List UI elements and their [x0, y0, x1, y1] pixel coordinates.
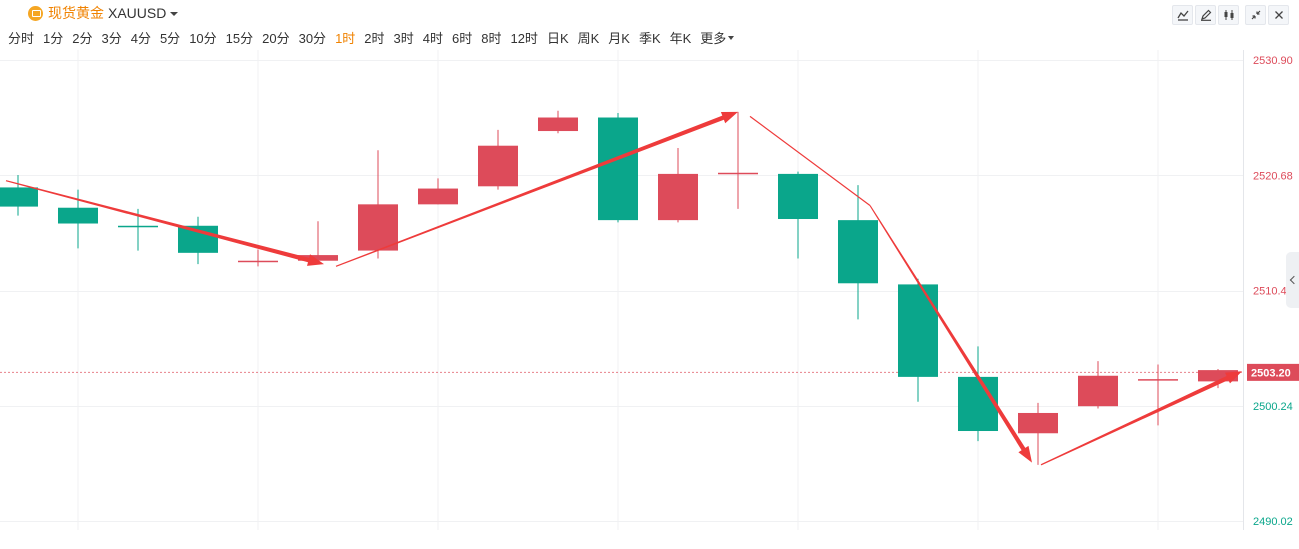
collapse-icon [1251, 10, 1260, 20]
period-tab[interactable]: 30分 [298, 30, 327, 46]
trend-arrow [335, 111, 738, 267]
candle-body[interactable] [598, 117, 638, 221]
period-tab[interactable]: 20分 [262, 30, 290, 46]
close-button[interactable] [1268, 5, 1289, 25]
symbol-name: 现货黄金 [48, 5, 104, 21]
draw-line-button[interactable] [1172, 5, 1193, 25]
candle-body[interactable] [778, 173, 818, 220]
period-tab[interactable]: 8时 [481, 30, 502, 46]
chart-header: 现货黄金 XAUUSD [0, 0, 1299, 26]
candlestick-icon [1224, 10, 1233, 20]
draw-line-icon [1176, 10, 1189, 21]
chevron-left-icon [1289, 275, 1299, 285]
last-price-tag [1247, 363, 1299, 381]
candle-body[interactable] [838, 220, 878, 284]
gold-coin-icon [28, 5, 43, 21]
period-tab[interactable]: 周K [577, 30, 600, 46]
last-price-label: 2503.20 [1251, 367, 1291, 379]
candle-body[interactable] [1198, 370, 1238, 382]
more-periods-label: 更多 [700, 30, 727, 46]
symbol-selector[interactable]: 现货黄金 XAUUSD [28, 3, 179, 23]
period-tabs: 分时 1分 2分 3分 4分 5分 10分 15分 20分 30分 1时 2时 3时 4时 6时 8时 12时日… [0, 28, 735, 47]
candle-body[interactable] [1078, 375, 1118, 407]
close-icon [1274, 11, 1283, 19]
period-tab[interactable]: 季K [638, 30, 661, 46]
candle-body[interactable] [1138, 379, 1178, 381]
candle-body[interactable] [0, 187, 38, 207]
period-tab[interactable]: 10分 [189, 30, 217, 46]
y-tick-label: 2510.46 [1253, 286, 1293, 298]
period-tab[interactable]: 2时 [364, 30, 385, 46]
period-tab[interactable]: 年K [669, 30, 692, 46]
y-tick-label: 2530.90 [1253, 55, 1293, 67]
trend-line [749, 115, 871, 206]
period-tab[interactable]: 4分 [130, 30, 151, 46]
more-periods-button[interactable]: 更多 [700, 28, 735, 47]
chart-area: 2530.90 2520.68 2510.46 2500.24 2490.02 2503.… [0, 50, 1299, 549]
period-tab[interactable]: 1分 [43, 30, 64, 46]
candlestick-chart[interactable]: 2530.90 2520.68 2510.46 2500.24 2490.02 2503.… [0, 50, 1299, 549]
candle-body[interactable] [538, 117, 578, 132]
candle-body[interactable] [718, 172, 758, 175]
trend-arrow [5, 180, 325, 266]
candle-body[interactable] [1018, 412, 1058, 434]
period-tab[interactable]: 月K [608, 30, 630, 46]
symbol-code: XAUUSD [108, 5, 167, 21]
candle-body[interactable] [418, 188, 458, 205]
period-tab[interactable]: 1时 [335, 30, 356, 46]
pencil-icon [1200, 9, 1211, 21]
period-tab[interactable]: 6时 [452, 30, 473, 46]
period-tab[interactable]: 分时 [8, 30, 35, 46]
candle-body[interactable] [298, 255, 338, 261]
period-tab[interactable]: 12时 [510, 30, 538, 46]
period-tab[interactable]: 2分 [72, 30, 93, 46]
period-tab[interactable]: 3时 [393, 30, 414, 46]
candle-body[interactable] [58, 207, 98, 224]
chevron-down-icon [170, 12, 179, 16]
y-tick-label: 2520.68 [1253, 170, 1293, 182]
candle-body[interactable] [958, 376, 998, 432]
chart-style-button[interactable] [1218, 5, 1239, 25]
collapse-button[interactable] [1245, 5, 1266, 25]
candle-body[interactable] [358, 204, 398, 251]
period-tab[interactable]: 4时 [422, 30, 443, 46]
candle-body[interactable] [658, 173, 698, 221]
period-tab[interactable]: 日K [546, 30, 569, 46]
trend-arrow [869, 205, 1032, 463]
candle-body[interactable] [478, 145, 518, 187]
period-tab[interactable]: 3分 [101, 30, 122, 46]
pencil-button[interactable] [1195, 5, 1216, 25]
chevron-down-icon [728, 36, 735, 40]
candle-body[interactable] [898, 284, 938, 377]
chart-toolbar [1172, 5, 1289, 25]
y-tick-label: 2500.24 [1253, 401, 1293, 413]
trend-arrow [1040, 371, 1242, 466]
candle-body[interactable] [238, 260, 278, 263]
y-tick-label: 2490.02 [1253, 516, 1293, 528]
period-tab[interactable]: 15分 [225, 30, 254, 46]
side-panel-toggle[interactable] [1286, 252, 1299, 308]
period-tab[interactable]: 5分 [159, 30, 181, 46]
candle-body[interactable] [118, 225, 158, 228]
